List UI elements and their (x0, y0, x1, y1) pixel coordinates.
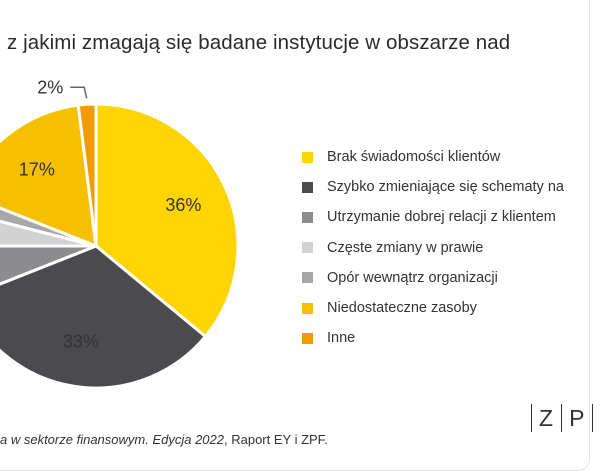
legend-swatch (302, 242, 313, 254)
legend-swatch (302, 272, 313, 284)
legend-item: Inne (302, 323, 564, 353)
card-frame (0, 0, 590, 471)
legend-item: Opór wewnątrz organizacji (302, 263, 564, 293)
pie-slice (0, 244, 207, 390)
chart-title: z jakimi zmagają się badane instytucje w… (7, 31, 511, 54)
source-rest: , Raport EY i ZPF. (224, 432, 328, 447)
pie-slice (0, 219, 98, 248)
legend-label: Częste zmiany w prawie (327, 239, 484, 256)
legend: Brak świadomości klientów Szybko zmienia… (302, 142, 564, 353)
logo-divider (531, 404, 532, 432)
slice-label: 2% (37, 77, 63, 97)
slice-label: 17% (19, 160, 55, 180)
legend-swatch (302, 211, 313, 223)
legend-swatch (302, 181, 313, 193)
pie-slice (94, 102, 240, 339)
legend-swatch (302, 302, 313, 314)
logo-letter: P (569, 404, 586, 431)
slice-label: 33% (63, 331, 99, 351)
pie-slice (0, 244, 98, 286)
pie-slice (76, 102, 98, 248)
zpf-logo: Z P (524, 403, 600, 433)
leader-line (70, 86, 88, 99)
legend-label: Szybko zmieniające się schematy na (327, 179, 564, 196)
source-italic: a w sektorze finansowym. Edycja 2022 (0, 432, 224, 447)
legend-item: Niedostateczne zasoby (302, 293, 564, 323)
logo-letter: Z (539, 404, 555, 431)
logo-divider (561, 404, 563, 432)
legend-item: Częste zmiany w prawie (302, 233, 564, 263)
legend-item: Utrzymanie dobrej relacji z klientem (302, 202, 564, 232)
legend-swatch (302, 151, 313, 163)
legend-label: Opór wewnątrz organizacji (327, 269, 498, 286)
legend-item: Szybko zmieniające się schematy na (302, 172, 564, 202)
slice-label: 36% (165, 195, 201, 215)
legend-label: Utrzymanie dobrej relacji z klientem (327, 209, 556, 226)
legend-item: Brak świadomości klientów (302, 142, 564, 172)
legend-label: Niedostateczne zasoby (327, 300, 477, 317)
source-note: a w sektorze finansowym. Edycja 2022, Ra… (0, 432, 328, 447)
legend-label: Brak świadomości klientów (327, 149, 501, 166)
pie-slice (0, 103, 98, 248)
legend-label: Inne (327, 330, 356, 347)
logo-divider (592, 404, 594, 432)
legend-swatch (302, 332, 313, 344)
